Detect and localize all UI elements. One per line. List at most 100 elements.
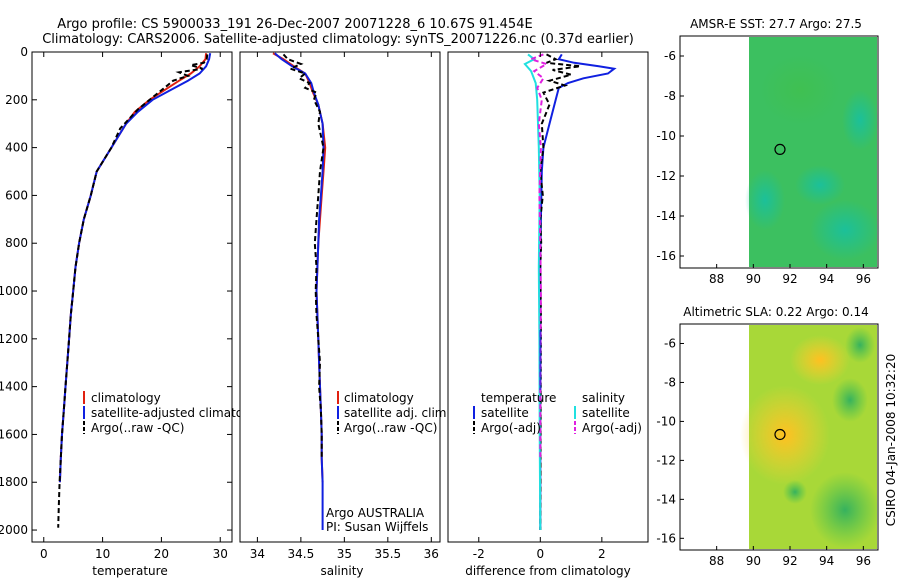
float-owner-line: Argo AUSTRALIA bbox=[326, 506, 425, 520]
y-tick-label: 800 bbox=[5, 236, 28, 250]
salinity-series-group bbox=[272, 52, 327, 530]
salinity-xlabel: salinity bbox=[320, 564, 363, 578]
legend-label-temp-satellite: satellite bbox=[481, 406, 529, 420]
x-tick-label: 0 bbox=[40, 547, 48, 561]
map-x-tick-label: 92 bbox=[782, 272, 797, 286]
map-x-tick-label: 88 bbox=[709, 554, 724, 568]
creation-stamp: CSIRO 04-Jan-2008 10:32:20 bbox=[884, 354, 898, 526]
x-tick-label: 34 bbox=[250, 547, 265, 561]
temperature-xticks: 0 10 20 30 bbox=[40, 52, 228, 561]
y-tick-label: 1400 bbox=[0, 380, 28, 394]
x-tick-label: 35 bbox=[337, 547, 352, 561]
sst-field-patch bbox=[842, 90, 878, 150]
temperature-legend: climatology satellite-adjusted climatolo… bbox=[83, 391, 269, 435]
y-tick-label: 600 bbox=[5, 188, 28, 202]
series-line-argo-raw-qc- bbox=[282, 53, 325, 459]
map-x-tick-label: 94 bbox=[819, 554, 834, 568]
legend-label-climatology: climatology bbox=[344, 391, 414, 405]
map-y-tick-label: -10 bbox=[656, 414, 676, 428]
map-x-tick-label: 96 bbox=[856, 272, 871, 286]
temperature-xlabel: temperature bbox=[92, 564, 167, 578]
sla-field-patch bbox=[810, 472, 880, 548]
y-tick-label: 1200 bbox=[0, 332, 28, 346]
sst-float-location-marker bbox=[774, 143, 786, 155]
map-y-tick-label: -14 bbox=[656, 209, 676, 223]
legend-label-temp-argo: Argo(-adj) bbox=[481, 421, 541, 435]
series-line-temperature-argo-adj- bbox=[539, 53, 581, 531]
y-tick-label: 1000 bbox=[0, 284, 28, 298]
salinity-xticks: 34 34.5 35 35.5 36 bbox=[250, 52, 439, 561]
legend-title-temperature: temperature bbox=[481, 391, 556, 405]
series-line-argo-raw-qc- bbox=[57, 54, 209, 528]
sst-map-panel: AMSR-E SST: 27.7 Argo: 27.5 88 90 92 94 96 -… bbox=[656, 17, 880, 286]
map-y-tick-label: -10 bbox=[656, 129, 676, 143]
series-line-satellite-adj-clim- bbox=[274, 52, 325, 530]
x-tick-label: 30 bbox=[213, 547, 228, 561]
legend-label-climatology: climatology bbox=[91, 391, 161, 405]
y-tick-label: 2000 bbox=[0, 523, 28, 537]
figure-title-line1: Argo profile: CS 5900033_191 26-Dec-2007… bbox=[57, 17, 532, 32]
legend-label-argo: Argo(..raw -QC) bbox=[344, 421, 437, 435]
difference-legend: temperature salinity satellite Argo(-adj… bbox=[473, 391, 642, 435]
difference-xlabel: difference from climatology bbox=[465, 564, 631, 578]
float-pi-line: PI: Susan Wijffels bbox=[326, 520, 428, 534]
sla-map-title: Altimetric SLA: 0.22 Argo: 0.14 bbox=[683, 305, 868, 319]
x-tick-label: 35.5 bbox=[374, 547, 401, 561]
legend-label-sal-argo: Argo(-adj) bbox=[582, 421, 642, 435]
map-x-tick-label: 90 bbox=[746, 272, 761, 286]
sst-map-yticks: -6 -8 -10 -12 -14 -16 bbox=[656, 49, 684, 263]
y-tick-label: 0 bbox=[20, 45, 28, 59]
legend-label-argo: Argo(..raw -QC) bbox=[91, 421, 184, 435]
map-y-tick-label: -12 bbox=[656, 169, 676, 183]
sla-field-patch bbox=[845, 327, 875, 363]
map-y-tick-label: -6 bbox=[664, 336, 676, 350]
difference-axes-box bbox=[447, 51, 649, 543]
salinity-axes-box bbox=[239, 51, 441, 543]
x-tick-label: 10 bbox=[95, 547, 110, 561]
sla-field-patch bbox=[790, 335, 850, 385]
x-tick-label: 20 bbox=[154, 547, 169, 561]
sst-map-xticks: 88 90 92 94 96 bbox=[709, 264, 871, 286]
x-tick-label: 0 bbox=[536, 547, 544, 561]
sla-field-patch bbox=[832, 378, 868, 422]
legend-label-satellite-adjusted: satellite-adjusted climatology bbox=[91, 406, 269, 420]
legend-title-salinity: salinity bbox=[582, 391, 625, 405]
map-y-tick-label: -16 bbox=[656, 531, 676, 545]
sla-map-yticks: -6 -8 -10 -12 -14 -16 bbox=[656, 336, 684, 545]
map-x-tick-label: 92 bbox=[782, 554, 797, 568]
x-tick-label: -2 bbox=[473, 547, 485, 561]
difference-series-group bbox=[523, 53, 617, 531]
sla-map-xticks: 88 90 92 94 96 bbox=[709, 546, 871, 568]
x-tick-label: 2 bbox=[598, 547, 606, 561]
figure-title-line2: Climatology: CARS2006. Satellite-adjuste… bbox=[42, 32, 634, 47]
map-y-tick-label: -14 bbox=[656, 492, 676, 506]
map-y-tick-label: -16 bbox=[656, 249, 676, 263]
map-y-tick-label: -6 bbox=[664, 49, 676, 63]
salinity-legend: climatology satellite adj. clim. Argo(..… bbox=[337, 391, 450, 435]
sst-field-patch bbox=[760, 55, 840, 125]
map-x-tick-label: 94 bbox=[819, 272, 834, 286]
temperature-axes-box bbox=[31, 51, 233, 543]
map-x-tick-label: 88 bbox=[709, 272, 724, 286]
legend-label-satellite-adj: satellite adj. clim. bbox=[344, 406, 450, 420]
sla-field-patch bbox=[783, 480, 807, 504]
map-y-tick-label: -12 bbox=[656, 453, 676, 467]
map-x-tick-label: 90 bbox=[746, 554, 761, 568]
map-x-tick-label: 96 bbox=[856, 554, 871, 568]
temperature-series-group bbox=[57, 53, 212, 528]
difference-xticks: -2 0 2 bbox=[473, 52, 606, 561]
sst-field-patch bbox=[795, 165, 845, 205]
y-tick-label: 200 bbox=[5, 93, 28, 107]
map-y-tick-label: -8 bbox=[664, 375, 676, 389]
legend-label-sal-satellite: satellite bbox=[582, 406, 630, 420]
difference-panel: -2 0 2 difference from climatology tempera… bbox=[447, 51, 649, 578]
y-tick-label: 400 bbox=[5, 141, 28, 155]
series-line-salinity-argo-adj- bbox=[528, 53, 549, 459]
map-y-tick-label: -8 bbox=[664, 89, 676, 103]
x-tick-label: 36 bbox=[424, 547, 439, 561]
sla-field bbox=[740, 325, 880, 549]
y-tick-label: 1800 bbox=[0, 475, 28, 489]
sst-field-patch bbox=[745, 170, 785, 230]
sst-field-patch bbox=[810, 200, 880, 260]
